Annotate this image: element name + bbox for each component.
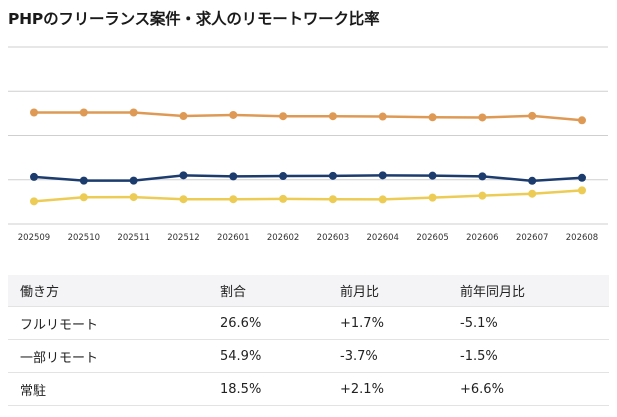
x-tick-label: 202510 [68, 233, 100, 243]
x-tick-label: 202606 [466, 233, 498, 243]
data-point-onsite [378, 195, 387, 204]
data-point-partial [79, 108, 88, 117]
line-chart: 202509 202510 202511 202512 202601 202602 2026… [8, 46, 608, 243]
data-point-full [428, 171, 437, 180]
row-ratio: 18.5% [208, 372, 328, 406]
x-tick-label: 202602 [267, 233, 299, 243]
data-point-partial [378, 112, 387, 121]
data-point-full [129, 176, 138, 185]
data-point-full [30, 172, 38, 181]
x-tick-label: 202512 [167, 233, 199, 243]
row-ratio: 26.6% [208, 306, 328, 340]
header-ratio: 割合 [208, 275, 328, 307]
data-point-partial [279, 112, 288, 121]
data-point-onsite [578, 186, 586, 195]
row-label: 一部リモート [8, 339, 208, 373]
x-tick-label: 202608 [566, 233, 598, 243]
header-work-style: 働き方 [8, 275, 208, 307]
row-label: 常駐 [8, 372, 208, 406]
row-mom: +2.1% [328, 372, 448, 406]
x-tick-label: 202603 [317, 233, 349, 243]
chart-grid [8, 46, 608, 225]
data-point-onsite [179, 195, 188, 204]
data-point-onsite [229, 195, 238, 204]
row-label: フルリモート [8, 306, 208, 340]
data-point-partial [129, 108, 138, 117]
data-point-onsite [129, 193, 138, 202]
x-tick-label: 202511 [117, 233, 149, 243]
series-line-partial [34, 111, 583, 122]
data-point-onsite [428, 193, 437, 202]
data-point-full [179, 171, 188, 180]
data-point-full [478, 172, 487, 181]
data-point-onsite [79, 193, 88, 202]
data-point-partial [478, 113, 487, 122]
x-tick-label: 202607 [516, 233, 548, 243]
data-point-onsite [528, 189, 537, 198]
header-mom: 前月比 [328, 275, 448, 307]
data-point-onsite [279, 194, 288, 203]
row-mom: -3.7% [328, 339, 448, 373]
x-tick-label: 202509 [18, 233, 50, 243]
chart-title: PHPのフリーランス案件・求人のリモートワーク比率 [8, 10, 380, 28]
data-point-full [378, 171, 387, 180]
series-line-onsite [33, 189, 583, 203]
row-ratio: 54.9% [208, 339, 328, 373]
row-yoy: -1.5% [448, 339, 609, 373]
data-point-partial [328, 112, 337, 121]
x-tick-label: 202601 [217, 233, 249, 243]
data-point-full [578, 173, 586, 182]
data-point-partial [578, 116, 586, 125]
data-point-onsite [478, 191, 487, 200]
data-point-partial [528, 111, 537, 120]
row-yoy: -5.1% [448, 306, 609, 340]
data-point-onsite [328, 195, 337, 204]
row-mom: +1.7% [328, 306, 448, 340]
x-tick-label: 202604 [367, 233, 399, 243]
x-tick-label: 202605 [416, 233, 448, 243]
data-point-full [279, 172, 288, 181]
work-style-table: 働き方 割合 前月比 前年同月比 フルリモート 26.6% +1.7% -5.1… [8, 275, 609, 406]
data-point-partial [179, 112, 188, 121]
x-axis-labels: 202509 202510 202511 202512 202601 202602 2026… [18, 233, 598, 243]
series-line-full [33, 174, 583, 183]
data-point-full [328, 171, 337, 180]
data-point-onsite [30, 197, 38, 206]
data-point-partial [229, 110, 238, 119]
header-yoy: 前年同月比 [448, 275, 609, 307]
chart-series [30, 108, 586, 206]
data-point-full [79, 176, 88, 185]
data-point-partial [30, 108, 38, 117]
table-header-row: 働き方 割合 前月比 前年同月比 [8, 275, 609, 307]
data-point-partial [428, 113, 437, 122]
table-row: 一部リモート 54.9% -3.7% -1.5% [8, 339, 609, 373]
data-point-full [528, 176, 537, 185]
data-point-full [229, 172, 238, 181]
table-row: フルリモート 26.6% +1.7% -5.1% [8, 306, 609, 340]
row-yoy: +6.6% [448, 372, 609, 406]
table-row: 常駐 18.5% +2.1% +6.6% [8, 372, 609, 406]
